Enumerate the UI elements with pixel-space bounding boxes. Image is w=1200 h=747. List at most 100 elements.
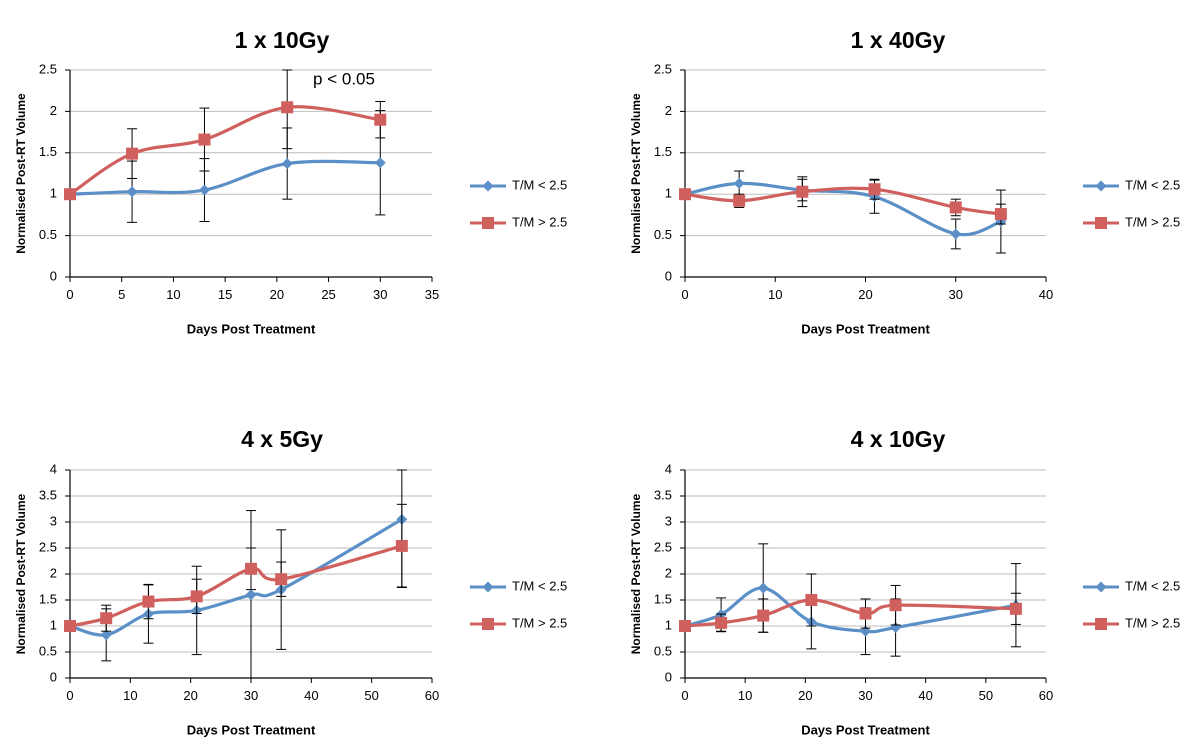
y-tick-label: 4 [665, 461, 672, 476]
series-tm-above-2-5 [64, 503, 408, 632]
legend-marker [1095, 618, 1107, 630]
data-point [374, 113, 387, 126]
x-axis-label: Days Post Treatment [801, 321, 930, 336]
legend-entry: T/M > 2.5 [470, 615, 567, 630]
x-axis-label: Days Post Treatment [801, 722, 930, 737]
y-tick-label: 1.5 [654, 591, 672, 606]
y-tick-label: 2.5 [654, 539, 672, 554]
x-tick-label: 35 [425, 287, 439, 302]
legend-entry: T/M < 2.5 [470, 578, 567, 593]
legend-marker [482, 180, 494, 192]
y-tick-label: 1 [665, 617, 672, 632]
data-point [796, 185, 809, 198]
data-point [994, 208, 1007, 221]
y-tick-label: 1 [50, 186, 57, 201]
x-tick-label: 10 [166, 287, 180, 302]
x-tick-label: 40 [1039, 287, 1053, 302]
data-point [190, 590, 203, 603]
y-tick-label: 1.5 [39, 591, 57, 606]
x-axis-label: Days Post Treatment [187, 321, 316, 336]
chart-panel-1: 1 x 10Gy 0 0.5 1 1.5 2 2.5 0 5 10 15 20 25 30 35 Days P… [14, 27, 567, 336]
y-tick-label: 2 [665, 103, 672, 118]
y-tick-label: 3.5 [654, 487, 672, 502]
y-tick-label: 0 [665, 268, 672, 283]
legend-entry: T/M > 2.5 [1083, 615, 1180, 630]
series-tm-above-2-5 [679, 573, 1022, 633]
legend-marker [482, 618, 494, 630]
data-point [949, 201, 962, 214]
y-tick-label: 3 [665, 513, 672, 528]
x-tick-label: 10 [768, 287, 782, 302]
legend-label: T/M < 2.5 [1125, 578, 1180, 593]
y-tick-label: 0 [50, 669, 57, 684]
y-tick-label: 0 [665, 669, 672, 684]
y-tick-label: 2.5 [39, 61, 57, 76]
data-point [679, 620, 691, 632]
data-point [281, 101, 294, 114]
series-line [69, 105, 381, 196]
series-line [69, 544, 403, 628]
data-point [126, 186, 138, 198]
x-tick-label: 15 [218, 287, 232, 302]
x-tick-label: 40 [304, 688, 318, 703]
chart-panel-2: 1 x 40Gy 0 0.5 1 1.5 2 2.5 0 10 20 30 40 Days Post T… [629, 27, 1180, 336]
series-line [69, 159, 381, 196]
x-tick-label: 20 [798, 688, 812, 703]
y-tick-label: 0 [50, 268, 57, 283]
x-axis-label: Days Post Treatment [187, 722, 316, 737]
data-point [374, 157, 386, 169]
x-tick-label: 40 [918, 688, 932, 703]
x-tick-label: 0 [66, 688, 73, 703]
x-tick-label: 25 [321, 287, 335, 302]
data-point [757, 609, 770, 622]
legend-marker [1095, 217, 1107, 229]
data-point [757, 582, 769, 594]
data-point [198, 184, 210, 196]
y-tick-label: 0.5 [39, 227, 57, 242]
series-tm-above-2-5 [64, 69, 387, 201]
legend-entry: T/M < 2.5 [470, 177, 567, 192]
data-point [733, 194, 746, 207]
data-point [64, 188, 76, 201]
x-tick-label: 10 [738, 688, 752, 703]
x-tick-label: 20 [183, 688, 197, 703]
data-point [142, 595, 155, 608]
y-axis-label: Normalised Post-RT Volume [629, 93, 643, 254]
y-tick-label: 1.5 [654, 144, 672, 159]
chart-title: 1 x 40Gy [851, 27, 946, 53]
legend-label: T/M < 2.5 [512, 177, 567, 192]
data-point [281, 158, 293, 170]
y-tick-label: 0.5 [39, 643, 57, 658]
y-tick-label: 3.5 [39, 487, 57, 502]
legend-marker [1095, 581, 1107, 593]
x-tick-label: 30 [858, 688, 872, 703]
data-point [100, 629, 112, 641]
legend-label: T/M > 2.5 [512, 214, 567, 229]
legend-label: T/M < 2.5 [512, 578, 567, 593]
y-axis-label: Normalised Post-RT Volume [14, 493, 28, 654]
data-point [126, 147, 139, 160]
y-tick-label: 0.5 [654, 227, 672, 242]
x-tick-label: 50 [979, 688, 993, 703]
series-line [69, 518, 403, 637]
data-point [733, 177, 745, 189]
chart-title: 4 x 10Gy [851, 426, 946, 452]
legend-marker [1095, 180, 1107, 192]
legend-label: T/M < 2.5 [1125, 177, 1180, 192]
y-tick-label: 2.5 [39, 539, 57, 554]
legend-marker [482, 581, 494, 593]
legend-label: T/M > 2.5 [512, 615, 567, 630]
legend-marker [482, 217, 494, 229]
data-point [1009, 602, 1022, 615]
data-point [679, 188, 691, 201]
data-point [715, 616, 728, 629]
data-point [950, 228, 962, 240]
x-tick-label: 30 [373, 287, 387, 302]
x-tick-label: 30 [949, 287, 963, 302]
data-point [868, 183, 881, 196]
y-tick-label: 3 [50, 513, 57, 528]
legend-label: T/M > 2.5 [1125, 214, 1180, 229]
y-tick-label: 1 [665, 186, 672, 201]
